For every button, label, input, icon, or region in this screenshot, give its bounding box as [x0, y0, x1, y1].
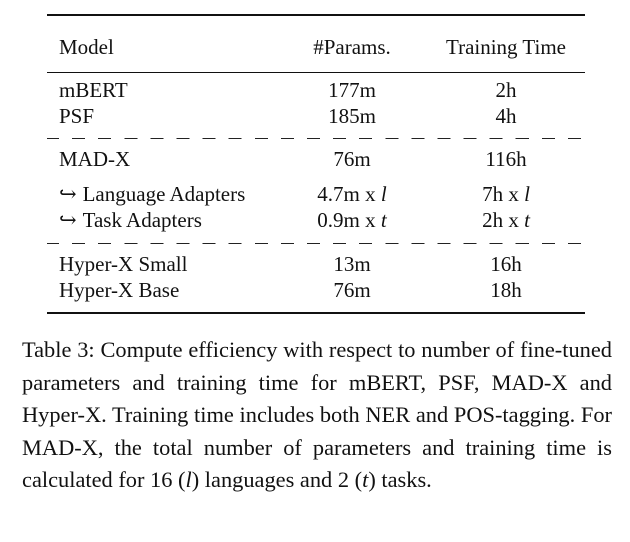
header-model: Model [59, 35, 114, 59]
row-time: 2h x t [427, 207, 585, 233]
row-params-value: 0.9m x [317, 208, 381, 232]
row-time: 18h [490, 278, 522, 302]
row-params: 76m [333, 147, 371, 171]
row-time: 116h [485, 147, 527, 171]
header-rule [47, 72, 585, 73]
row-model: ↪ Language Adapters [59, 181, 245, 207]
row-params: 0.9m x t [287, 207, 417, 233]
row-model: PSF [59, 104, 95, 128]
header-training-time: Training Time [445, 35, 567, 59]
row-model: Hyper-X Base [59, 278, 180, 302]
row-time: 16h [490, 252, 522, 276]
table-caption: Table 3: Compute efficiency with respect… [22, 334, 612, 497]
top-rule [47, 14, 585, 16]
bottom-rule [47, 312, 585, 314]
header-params: #Params. [313, 35, 391, 59]
row-model: Hyper-X Small [59, 252, 188, 276]
caption-text: ) tasks. [368, 467, 432, 493]
row-model-label: Task Adapters [82, 208, 202, 232]
caption-text: Table 3: Compute efficiency with respect… [22, 337, 612, 493]
row-params: 185m [328, 104, 376, 128]
caption-var-l: l [185, 467, 192, 493]
row-model-label: Language Adapters [82, 182, 246, 206]
row-model: mBERT [59, 78, 128, 102]
row-model: MAD-X [59, 147, 131, 171]
row-params-var: l [380, 182, 387, 206]
dashed-separator [47, 138, 585, 139]
row-time-var: l [524, 182, 530, 206]
row-params: 177m [328, 78, 376, 102]
dashed-separator [47, 243, 585, 244]
row-time-value: 7h x [482, 182, 525, 206]
row-model: ↪ Task Adapters [59, 207, 202, 233]
row-params-var: t [380, 208, 387, 232]
row-params: 13m [333, 252, 371, 276]
hook-arrow-icon: ↪ [59, 182, 77, 206]
row-time: 2h [495, 78, 517, 102]
hook-arrow-icon: ↪ [59, 208, 77, 232]
row-time-var: t [524, 208, 530, 232]
caption-text: ) languages and 2 ( [191, 467, 363, 493]
row-time: 7h x l [427, 181, 585, 207]
row-params-value: 4.7m x [317, 182, 381, 206]
row-params: 4.7m x l [287, 181, 417, 207]
row-time-value: 2h x [482, 208, 525, 232]
row-time: 4h [495, 104, 517, 128]
caption-var-t: t [362, 467, 369, 493]
row-params: 76m [333, 278, 371, 302]
